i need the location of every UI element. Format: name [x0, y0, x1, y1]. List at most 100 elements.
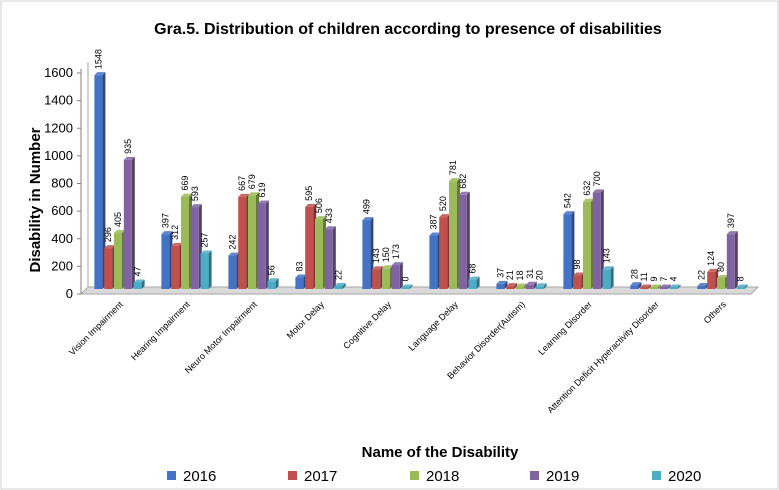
bar — [334, 285, 343, 289]
bar — [496, 283, 505, 289]
legend: 2016 2017 2018 2019 2020 — [167, 468, 701, 485]
data-label: 700 — [592, 171, 602, 186]
bar — [726, 234, 735, 289]
bar-top — [630, 282, 642, 286]
legend-label: 2018 — [426, 468, 459, 485]
bar-side — [638, 282, 642, 289]
y-tick-label: 1200 — [44, 120, 73, 135]
x-axis-title: Name of the Disability — [362, 444, 519, 461]
bar-top — [401, 284, 413, 288]
bar-top — [161, 231, 173, 235]
bar — [391, 265, 400, 289]
data-label: 22 — [696, 270, 706, 280]
bar-top — [305, 203, 317, 207]
data-label: 47 — [133, 266, 143, 276]
bar — [161, 234, 170, 289]
y-axis-title: Disability in Number — [27, 127, 44, 272]
bar-side — [409, 284, 413, 289]
bar-top — [592, 189, 604, 193]
chart-title: Gra.5. Distribution of children accordin… — [154, 21, 662, 38]
bar — [429, 235, 438, 289]
bar-side — [677, 284, 681, 289]
data-label: 124 — [706, 251, 716, 266]
bar-top — [248, 192, 259, 196]
bar-top — [640, 284, 652, 288]
bar — [449, 181, 457, 289]
y-tick-label: 400 — [51, 231, 73, 246]
bar-side — [466, 191, 470, 289]
data-label: 56 — [267, 265, 277, 275]
bar — [133, 282, 142, 289]
y-tick-label: 1600 — [44, 65, 73, 80]
bar-top — [133, 279, 145, 283]
bar-top — [697, 282, 709, 286]
bar-top — [334, 282, 346, 286]
bar-side — [543, 283, 547, 289]
data-label: 7 — [659, 276, 669, 281]
data-label: 405 — [113, 212, 123, 227]
data-label: 83 — [294, 262, 304, 272]
bar — [506, 286, 515, 289]
data-label: 520 — [438, 196, 448, 211]
data-label: 68 — [468, 264, 478, 274]
bar-side — [332, 226, 336, 289]
bar-side — [102, 72, 106, 290]
bar-side — [648, 284, 652, 289]
data-label: 397 — [160, 213, 170, 228]
data-label: 143 — [602, 248, 612, 263]
bar — [238, 196, 247, 289]
bar — [736, 287, 745, 289]
bar-top — [190, 204, 202, 208]
bar-side — [514, 283, 518, 289]
bar-top — [257, 200, 269, 204]
bar-side — [476, 276, 480, 289]
data-label: 18 — [515, 270, 525, 280]
legend-swatch — [167, 471, 176, 480]
y-tick-label: 200 — [51, 258, 73, 273]
bar-side — [208, 250, 212, 289]
bar-side — [744, 284, 748, 289]
legend-swatch — [288, 471, 297, 480]
data-label: 31 — [525, 269, 535, 279]
data-label: 542 — [562, 193, 572, 208]
bar-side — [342, 282, 346, 289]
bar-side — [399, 262, 403, 289]
bar — [181, 196, 189, 289]
bar — [458, 194, 467, 289]
bar-top — [94, 72, 106, 76]
data-label: 619 — [257, 182, 267, 197]
bar — [200, 253, 209, 289]
data-label: 20 — [535, 270, 545, 280]
data-label: 98 — [572, 259, 582, 269]
bar-top — [468, 276, 480, 280]
data-label: 21 — [505, 270, 515, 280]
bar — [630, 285, 639, 289]
bar-top — [181, 193, 192, 197]
bar-top — [496, 280, 508, 284]
data-label: 143 — [371, 248, 381, 263]
legend-swatch — [410, 471, 419, 480]
y-tick-label: 0 — [66, 286, 73, 301]
y-tick-label: 1000 — [44, 148, 73, 163]
bar-top — [525, 281, 537, 285]
bar-side — [265, 200, 269, 289]
data-label: 4 — [669, 276, 679, 281]
bar-top — [449, 178, 460, 182]
bar-side — [131, 156, 135, 289]
legend-swatch — [530, 471, 539, 480]
bar — [123, 159, 132, 289]
bar-top — [238, 193, 250, 197]
legend-label: 2016 — [183, 468, 216, 485]
bar — [94, 75, 103, 290]
bar-top — [726, 231, 738, 235]
bar — [228, 255, 237, 289]
bar — [717, 277, 725, 289]
data-label: 595 — [304, 186, 314, 201]
bar-top — [295, 274, 307, 278]
bar-top — [717, 274, 728, 278]
bar-top — [200, 250, 212, 254]
data-label: 173 — [391, 244, 401, 259]
bar-top — [573, 272, 585, 276]
